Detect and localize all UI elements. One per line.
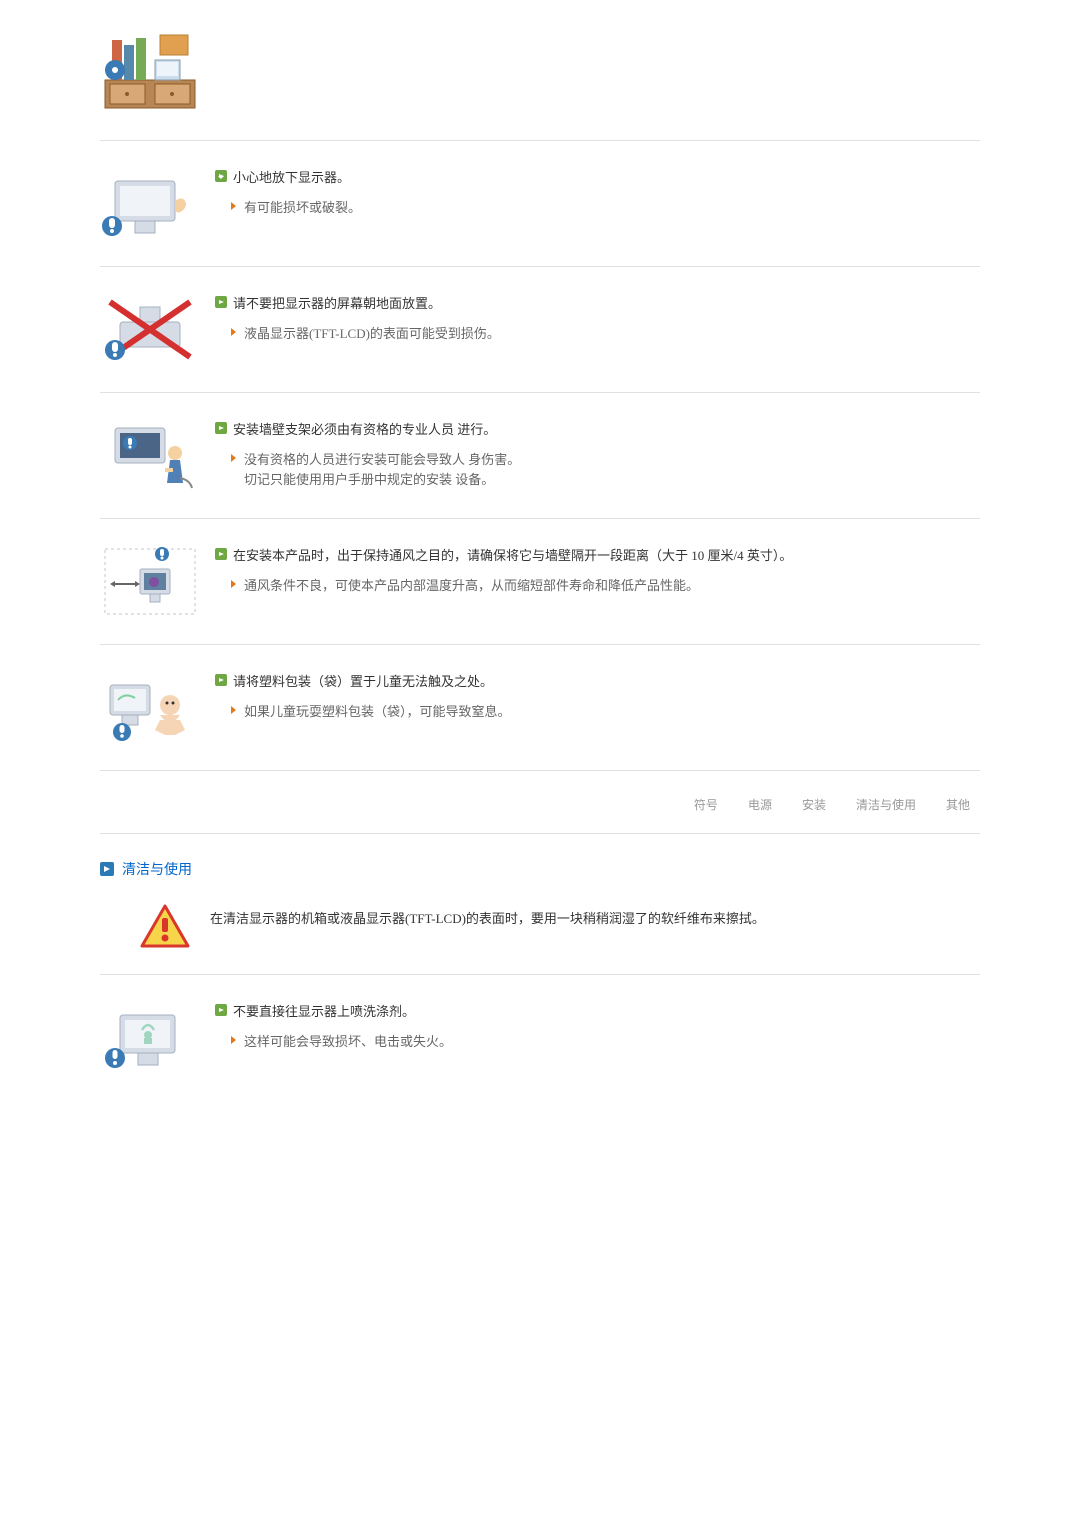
monitor-distance-icon: [100, 544, 200, 619]
wall-mount-icon: [100, 418, 200, 493]
safety-title-text: 在安装本产品时，出于保持通风之目的，请确保将它与墙壁隔开一段距离（大于 10 厘…: [233, 546, 792, 566]
cleaning-item-content: 不要直接往显示器上喷洗涤剂。 这样可能会导致损坏、电击或失火。: [215, 1000, 980, 1052]
safety-item-desc: 通风条件不良，可使本产品内部温度升高，从而缩短部件寿命和降低产品性能。: [230, 576, 980, 597]
nav-tab-symbol[interactable]: 符号: [694, 796, 718, 813]
safety-item-content: 请不要把显示器的屏幕朝地面放置。 液晶显示器(TFT-LCD)的表面可能受到损伤…: [215, 292, 980, 344]
safety-item-image: [100, 292, 200, 367]
bullet-icon: [215, 170, 227, 182]
section-header: 清洁与使用: [100, 859, 980, 879]
bullet-icon: [215, 422, 227, 434]
warning-text: 在清洁显示器的机箱或液晶显示器(TFT-LCD)的表面时，要用一块稍稍润湿了的软…: [210, 904, 765, 930]
divider: [100, 644, 980, 645]
safety-title-text: 请将塑料包装（袋）置于儿童无法触及之处。: [233, 672, 493, 692]
safety-item-image: [100, 544, 200, 619]
safety-item-content: 小心地放下显示器。 有可能损坏或破裂。: [215, 166, 980, 218]
nav-tabs: 符号 电源 安装 清洁与使用 其他: [100, 776, 980, 834]
cleaning-item-desc: 这样可能会导致损坏、电击或失火。: [230, 1032, 980, 1053]
arrow-icon: [230, 326, 238, 338]
nav-tab-other[interactable]: 其他: [946, 796, 970, 813]
safety-item-content: 在安装本产品时，出于保持通风之目的，请确保将它与墙壁隔开一段距离（大于 10 厘…: [215, 544, 980, 596]
safety-item-image: [100, 166, 200, 241]
arrow-icon: [230, 704, 238, 716]
divider: [100, 140, 980, 141]
safety-item: 安装墙壁支架必须由有资格的专业人员 进行。 没有资格的人员进行安装可能会导致人 …: [100, 398, 980, 513]
safety-item-image: [100, 418, 200, 493]
cleaning-item: 不要直接往显示器上喷洗涤剂。 这样可能会导致损坏、电击或失火。: [100, 980, 980, 1095]
monitor-down-icon: [100, 292, 200, 367]
nav-tab-power[interactable]: 电源: [748, 796, 772, 813]
top-illustration: [100, 20, 200, 110]
bullet-icon: [215, 296, 227, 308]
arrow-icon: [230, 200, 238, 212]
monitor-child-icon: [100, 670, 200, 745]
cleaning-item-title: 不要直接往显示器上喷洗涤剂。: [215, 1002, 980, 1022]
safety-desc-text: 通风条件不良，可使本产品内部温度升高，从而缩短部件寿命和降低产品性能。: [244, 576, 699, 597]
cleaning-desc-text: 这样可能会导致损坏、电击或失火。: [244, 1032, 452, 1053]
safety-title-text: 请不要把显示器的屏幕朝地面放置。: [233, 294, 441, 314]
warning-row: 在清洁显示器的机箱或液晶显示器(TFT-LCD)的表面时，要用一块稍稍润湿了的软…: [100, 894, 980, 969]
safety-item-title: 安装墙壁支架必须由有资格的专业人员 进行。: [215, 420, 980, 440]
safety-desc-text: 如果儿童玩耍塑料包装（袋），可能导致窒息。: [244, 702, 511, 723]
arrow-icon: [230, 578, 238, 590]
safety-item-content: 安装墙壁支架必须由有资格的专业人员 进行。 没有资格的人员进行安装可能会导致人 …: [215, 418, 980, 491]
arrow-icon: [230, 1034, 238, 1046]
safety-item-title: 小心地放下显示器。: [215, 168, 980, 188]
divider: [100, 266, 980, 267]
safety-item-desc: 液晶显示器(TFT-LCD)的表面可能受到损伤。: [230, 324, 980, 345]
safety-item-content: 请将塑料包装（袋）置于儿童无法触及之处。 如果儿童玩耍塑料包装（袋），可能导致窒…: [215, 670, 980, 722]
bookshelf-icon: [100, 20, 200, 110]
cleaning-item-image: [100, 1000, 200, 1075]
safety-item-title: 请不要把显示器的屏幕朝地面放置。: [215, 294, 980, 314]
divider: [100, 974, 980, 975]
safety-item-desc: 有可能损坏或破裂。: [230, 198, 980, 219]
safety-desc-text: 有可能损坏或破裂。: [244, 198, 361, 219]
divider: [100, 518, 980, 519]
nav-tab-install[interactable]: 安装: [802, 796, 826, 813]
monitor-spray-icon: [100, 1000, 200, 1075]
safety-item-title: 在安装本产品时，出于保持通风之目的，请确保将它与墙壁隔开一段距离（大于 10 厘…: [215, 546, 980, 566]
section-header-icon: [100, 862, 114, 876]
section-header-text: 清洁与使用: [122, 859, 192, 879]
divider: [100, 770, 980, 771]
safety-title-text: 小心地放下显示器。: [233, 168, 350, 188]
bullet-icon: [215, 674, 227, 686]
nav-tab-cleaning[interactable]: 清洁与使用: [856, 796, 916, 813]
safety-item-desc: 如果儿童玩耍塑料包装（袋），可能导致窒息。: [230, 702, 980, 723]
bullet-icon: [215, 1004, 227, 1016]
bullet-icon: [215, 548, 227, 560]
safety-item: 请将塑料包装（袋）置于儿童无法触及之处。 如果儿童玩耍塑料包装（袋），可能导致窒…: [100, 650, 980, 765]
safety-item: 请不要把显示器的屏幕朝地面放置。 液晶显示器(TFT-LCD)的表面可能受到损伤…: [100, 272, 980, 387]
safety-item: 在安装本产品时，出于保持通风之目的，请确保将它与墙壁隔开一段距离（大于 10 厘…: [100, 524, 980, 639]
monitor-hand-icon: [100, 166, 200, 241]
safety-title-text: 安装墙壁支架必须由有资格的专业人员 进行。: [233, 420, 496, 440]
arrow-icon: [230, 452, 238, 464]
safety-item-title: 请将塑料包装（袋）置于儿童无法触及之处。: [215, 672, 980, 692]
safety-desc-text: 没有资格的人员进行安装可能会导致人 身伤害。 切记只能使用用户手册中规定的安装 …: [244, 450, 520, 492]
safety-item: 小心地放下显示器。 有可能损坏或破裂。: [100, 146, 980, 261]
divider: [100, 392, 980, 393]
warning-triangle-icon: [140, 904, 190, 949]
safety-item-desc: 没有资格的人员进行安装可能会导致人 身伤害。 切记只能使用用户手册中规定的安装 …: [230, 450, 980, 492]
cleaning-title-text: 不要直接往显示器上喷洗涤剂。: [233, 1002, 415, 1022]
safety-desc-text: 液晶显示器(TFT-LCD)的表面可能受到损伤。: [244, 324, 500, 345]
safety-item-image: [100, 670, 200, 745]
